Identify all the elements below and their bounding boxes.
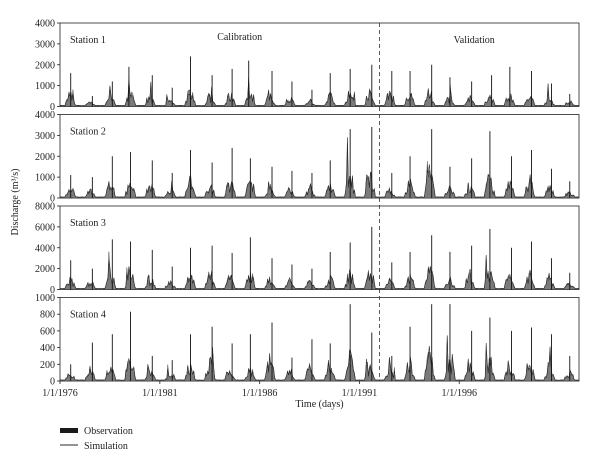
simulation-series-line <box>59 255 580 290</box>
y-tick-label: 800 <box>40 310 55 321</box>
y-tick-label: 3000 <box>35 39 55 50</box>
observation-series-area <box>59 335 580 382</box>
station-label: Station 1 <box>70 35 106 46</box>
panel-station-2: 0 1000 2000 3000 4000 Station 2 <box>35 110 580 205</box>
observation-series-area <box>59 251 580 290</box>
x-tick-label: 1/1/1991 <box>342 388 378 399</box>
y-axis-title: Discharge (m³/s) <box>10 169 21 236</box>
y-tick-label: 1000 <box>35 173 55 184</box>
x-tick-label: 1/1/1986 <box>242 388 278 399</box>
panel-frame <box>59 297 580 382</box>
legend-simulation-label: Simulation <box>84 441 128 452</box>
legend: Observation Simulation <box>60 426 133 452</box>
station-label: Station 2 <box>70 127 106 138</box>
y-tick-label: 400 <box>40 343 55 354</box>
panel-frame <box>59 114 580 199</box>
x-axis-ticks: 1/1/1976 1/1/1981 1/1/1986 1/1/1991 1/1/1996 <box>42 381 477 399</box>
y-tick-label: 0 <box>50 102 55 113</box>
panel-frame <box>59 205 580 290</box>
y-tick-label: 2000 <box>35 152 55 163</box>
y-tick-label: 1000 <box>35 293 55 304</box>
panel-station-1: 0 1000 2000 3000 4000 Station 1 <box>35 19 580 113</box>
simulation-series-line <box>59 335 580 381</box>
legend-observation-swatch <box>60 428 78 433</box>
y-tick-label: 600 <box>40 326 55 337</box>
y-tick-label: 2000 <box>35 60 55 71</box>
x-tick-label: 1/1/1981 <box>142 388 178 399</box>
station-label: Station 4 <box>70 310 106 321</box>
y-tick-label: 0 <box>50 285 55 296</box>
y-tick-label: 3000 <box>35 131 55 142</box>
x-axis-title: Time (days) <box>295 399 343 410</box>
y-tick-label: 8000 <box>35 202 55 213</box>
station-label: Station 3 <box>70 218 106 229</box>
observation-series-area <box>59 76 580 107</box>
y-tick-label: 2000 <box>35 264 55 275</box>
y-tick-label: 0 <box>50 377 55 388</box>
panel-station-4: 0 200 400 600 800 1000 Station 4 <box>35 293 580 388</box>
y-tick-label: 4000 <box>35 19 55 30</box>
y-tick-label: 200 <box>40 360 55 371</box>
simulation-series-line <box>59 137 580 198</box>
legend-observation-label: Observation <box>84 426 133 437</box>
y-tick-label: 4000 <box>35 110 55 121</box>
panel-station-3: 0 2000 4000 6000 8000 Station 3 <box>35 202 580 296</box>
y-tick-label: 6000 <box>35 222 55 233</box>
y-tick-label: 1000 <box>35 81 55 92</box>
x-tick-label: 1/1/1976 <box>42 388 78 399</box>
panel-frame <box>59 22 580 107</box>
simulation-series-line <box>59 78 580 107</box>
observation-series-area <box>59 144 580 199</box>
calibration-period-label: Calibration <box>217 32 262 43</box>
y-tick-label: 4000 <box>35 243 55 254</box>
y-tick-label: 0 <box>50 194 55 205</box>
validation-period-label: Validation <box>454 35 495 46</box>
x-tick-label: 1/1/1996 <box>441 388 477 399</box>
